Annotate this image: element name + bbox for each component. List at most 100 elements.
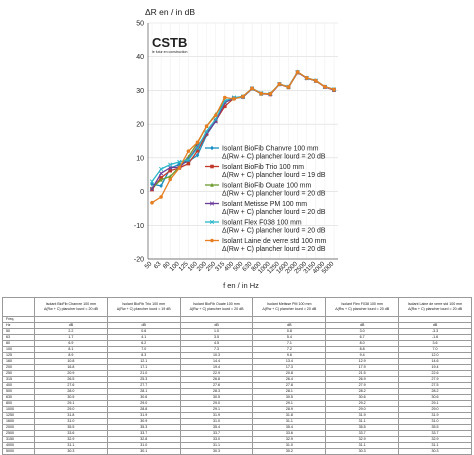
legend-item: Isolant BioFib Ouate 100 mmΔ(Rw + C) pla…	[205, 183, 326, 198]
point	[195, 148, 200, 153]
table-column-header: Isolant BioFib Chanvre 100 mm Δ(Rw + C) p…	[34, 297, 108, 317]
legend-label: Isolant Metisse PM 100 mm	[222, 201, 307, 208]
legend-item: Isolant Laine de verre std 100 mmΔ(Rw + …	[205, 238, 326, 253]
legend-label: Δ(Rw + C) plancher lourd = 20 dB	[222, 228, 326, 235]
point	[209, 219, 215, 225]
table-column-header: Isolant Metisse PM 100 mm Δ(Rw + C) planc…	[252, 297, 327, 317]
point	[323, 84, 327, 89]
y-axis-label: ΔR en / in dB	[145, 7, 195, 17]
table-column-header: Isolant BioFib Ouate 100 mm Δ(Rw + C) pla…	[179, 297, 254, 317]
point	[195, 140, 200, 145]
legend-label: Δ(Rw + C) plancher lourd = 19 dB	[222, 172, 326, 179]
point	[268, 92, 273, 96]
table-row: 4000 31.1 31.0 31.1 31.0 31.1 31.1	[2, 442, 472, 449]
data-table-wrapper: Isolant BioFib Chanvre 100 mm Δ(Rw + C) p…	[2, 297, 472, 455]
legend-label: Isolant BioFib Ouate 100 mm	[222, 183, 311, 190]
point	[232, 97, 236, 101]
point	[168, 177, 172, 182]
point	[223, 104, 227, 109]
point	[186, 157, 191, 162]
table-cell: 30.3	[179, 448, 254, 455]
data-table: Isolant BioFib Chanvre 100 mm Δ(Rw + C) p…	[2, 297, 472, 455]
logo-tagline: le futur en construction	[152, 50, 187, 54]
point	[168, 162, 173, 167]
point	[149, 179, 155, 184]
legend-label: Δ(Rw + C) plancher lourd = 20 dB	[222, 209, 326, 216]
y-tick-label: -20	[134, 257, 144, 264]
y-tick-label: 20	[136, 122, 144, 129]
y-tick-label: -10	[134, 223, 144, 230]
point	[223, 95, 227, 100]
point	[150, 181, 154, 187]
legend-item: Isolant Metisse PM 100 mmΔ(Rw + C) planc…	[205, 201, 326, 216]
point	[168, 174, 172, 179]
legend-item: Isolant Flex F038 100 mmΔ(Rw + C) planch…	[205, 220, 326, 235]
x-tick-label: 63	[153, 260, 163, 270]
y-tick-label: 30	[136, 88, 144, 95]
table-cell: 30.3	[325, 448, 400, 455]
point	[159, 183, 163, 189]
point	[209, 201, 215, 206]
point	[241, 94, 245, 99]
y-tick-label: 40	[136, 54, 144, 61]
y-tick-label: 50	[136, 21, 144, 28]
point	[250, 86, 254, 91]
legend-label: Isolant BioFib Trio 100 mm	[222, 164, 304, 171]
point	[150, 200, 154, 205]
point	[177, 162, 182, 167]
table-cell: 30.2	[252, 448, 327, 455]
point	[158, 166, 164, 172]
point	[186, 149, 191, 153]
point	[210, 182, 214, 187]
legend-label: Isolant BioFib Chanvre 100 mm	[222, 146, 319, 153]
legend-item: Isolant BioFib Trio 100 mmΔ(Rw + C) plan…	[205, 164, 326, 179]
point	[195, 152, 200, 158]
table-column-header: Isolant Flex F038 100 mm Δ(Rw + C) planch…	[325, 297, 400, 317]
point	[210, 164, 214, 169]
x-tick-label: 80	[162, 260, 172, 270]
point	[204, 124, 209, 128]
point	[149, 186, 155, 191]
chart-legend: Isolant BioFib Chanvre 100 mmΔ(Rw + C) p…	[205, 146, 326, 253]
point	[158, 171, 164, 176]
point	[286, 85, 291, 89]
point	[159, 195, 163, 199]
series-6	[150, 70, 336, 205]
point	[332, 87, 336, 92]
table-cell: 30.1	[106, 448, 181, 455]
point	[304, 76, 309, 80]
point	[186, 161, 191, 166]
x-tick-label: 50	[144, 260, 154, 270]
y-tick-label: 0	[140, 189, 144, 196]
legend-label: Isolant Laine de verre std 100 mm	[222, 238, 326, 245]
table-header-row: Isolant BioFib Chanvre 100 mm Δ(Rw + C) p…	[2, 297, 472, 317]
cstb-logo: CSTB le futur en construction	[152, 35, 187, 54]
point	[168, 168, 172, 173]
point	[210, 145, 214, 151]
table-row: 100 8.1 7.0 7.3 7.2 8.8 7.0	[2, 346, 472, 353]
table-cell: 5000	[2, 448, 35, 455]
table-row: 5000 30.3 30.1 30.3 30.2 30.3 30.3	[2, 448, 472, 455]
point	[314, 78, 318, 83]
point	[213, 116, 218, 122]
table-column-header: Isolant BioFib Trio 100 mm Δ(Rw + C) plan…	[106, 297, 181, 317]
table-cell: 30.3	[34, 448, 108, 455]
chart-background	[0, 0, 474, 295]
logo-text: CSTB	[152, 35, 187, 50]
point	[195, 145, 200, 151]
x-axis-label: f en / in Hz	[223, 281, 259, 290]
point	[213, 113, 218, 118]
legend-label: Δ(Rw + C) plancher lourd = 20 dB	[222, 191, 326, 198]
legend-label: Δ(Rw + C) plancher lourd = 20 dB	[222, 246, 326, 253]
point	[159, 177, 163, 182]
chart-series	[149, 69, 337, 205]
chart-grid	[148, 22, 338, 260]
table-corner-cell	[2, 297, 35, 317]
legend-label: Δ(Rw + C) plancher lourd = 20 dB	[222, 154, 326, 161]
legend-item: Isolant BioFib Chanvre 100 mmΔ(Rw + C) p…	[205, 146, 326, 161]
point	[210, 238, 214, 243]
point	[295, 70, 300, 74]
point	[277, 82, 282, 86]
table-column-header: Isolant Laine de verre std 100 mm Δ(Rw + …	[398, 297, 472, 317]
